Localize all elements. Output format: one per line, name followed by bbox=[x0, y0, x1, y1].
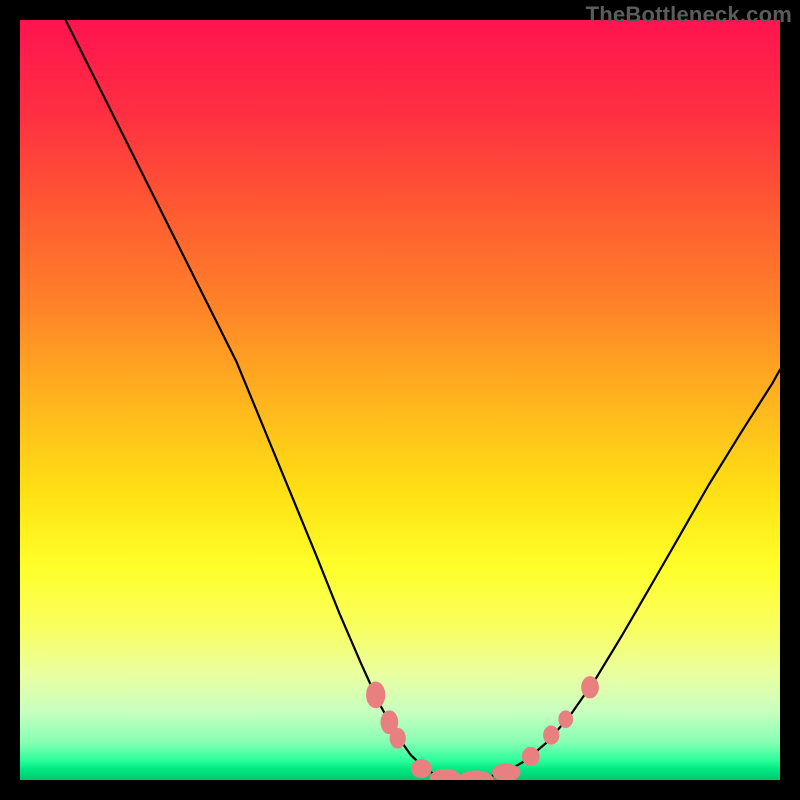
watermark-text: TheBottleneck.com bbox=[586, 2, 792, 28]
curve-marker bbox=[522, 747, 539, 765]
curve-marker bbox=[459, 771, 492, 780]
curve-marker bbox=[493, 764, 520, 780]
curve-marker bbox=[544, 726, 559, 744]
curve-marker bbox=[582, 677, 599, 698]
curve-marker bbox=[390, 728, 405, 748]
curve-marker bbox=[411, 759, 431, 777]
chart-root: TheBottleneck.com bbox=[0, 0, 800, 800]
curve-markers bbox=[20, 20, 780, 780]
plot-area bbox=[20, 20, 780, 780]
curve-marker bbox=[559, 711, 573, 728]
curve-marker bbox=[430, 769, 460, 780]
curve-marker bbox=[367, 682, 385, 708]
